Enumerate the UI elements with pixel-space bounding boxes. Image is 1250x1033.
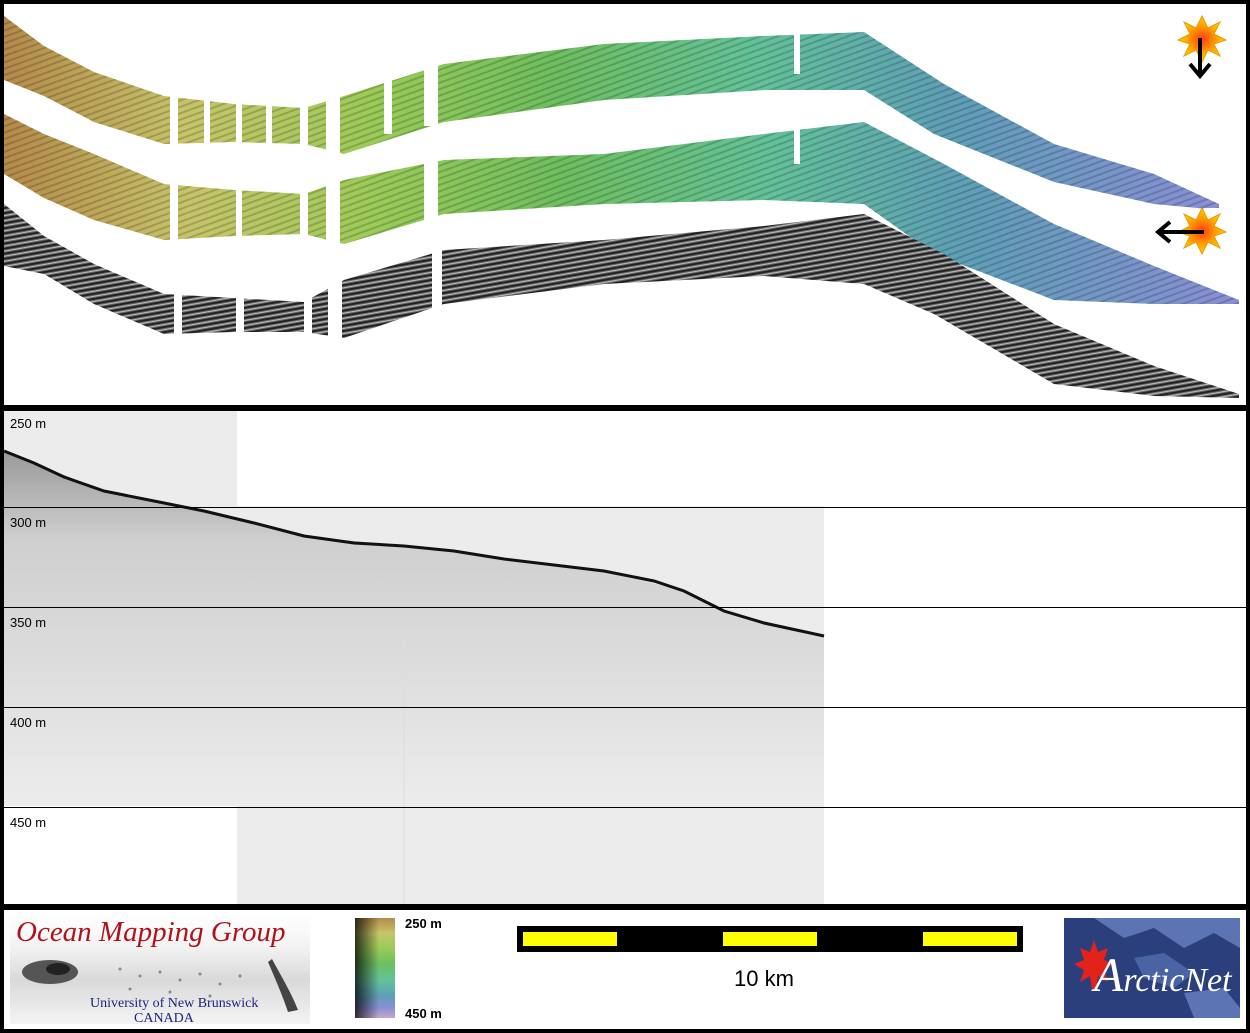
arcticnet-map-graphic (1074, 918, 1240, 1018)
legend-bottom-label: 450 m (405, 1006, 442, 1021)
depth-label-450: 450 m (10, 815, 47, 830)
scale-bar-label: 10 km (734, 966, 794, 991)
multibeam-swath-map (4, 14, 1244, 398)
depth-label-400: 400 m (10, 715, 47, 730)
footer-panel: Ocean Mapping Group University of New Br… (4, 910, 1246, 1029)
distance-scale-bar (517, 926, 1023, 952)
omg-university: University of New Brunswick (90, 996, 259, 1011)
arcticnet-logo: ArcticNet (1064, 918, 1240, 1018)
omg-country: CANADA (134, 1011, 194, 1026)
depth-label-250: 250 m (10, 416, 47, 431)
arcticnet-rest: rcticNet (1123, 962, 1232, 999)
subbottom-profile-panel: 250 m 300 m 350 m 400 m 450 m (4, 411, 1246, 904)
omg-title: Ocean Mapping Group (16, 916, 286, 948)
shaded-relief-swath-north-illumination (4, 16, 1219, 210)
subbottom-echogram (4, 411, 825, 904)
arcticnet-initial: A (1094, 949, 1124, 1002)
scale-bar-segment (923, 932, 1017, 946)
depth-label-350: 350 m (10, 615, 47, 630)
omg-seafloor-graphic (22, 959, 298, 1012)
bathymetry-map-panel (4, 4, 1246, 405)
backscatter-swath (4, 204, 1239, 398)
depth-color-scale (355, 918, 395, 1018)
depth-label-300: 300 m (10, 515, 47, 530)
depth-gridline-400 (4, 707, 1246, 708)
depth-gridline-350 (4, 607, 1246, 608)
sun-west-illumination-icon (1154, 206, 1228, 256)
sun-north-illumination-icon (1176, 14, 1228, 80)
arcticnet-wordmark: ArcticNet (1094, 948, 1232, 1003)
scale-bar-segment (523, 932, 617, 946)
depth-gridline-450 (4, 807, 1246, 808)
scale-bar-segment (723, 932, 817, 946)
ocean-mapping-group-logo: Ocean Mapping Group University of New Br… (10, 914, 310, 1026)
legend-top-label: 250 m (405, 916, 442, 931)
depth-gridline-300 (4, 507, 1246, 508)
